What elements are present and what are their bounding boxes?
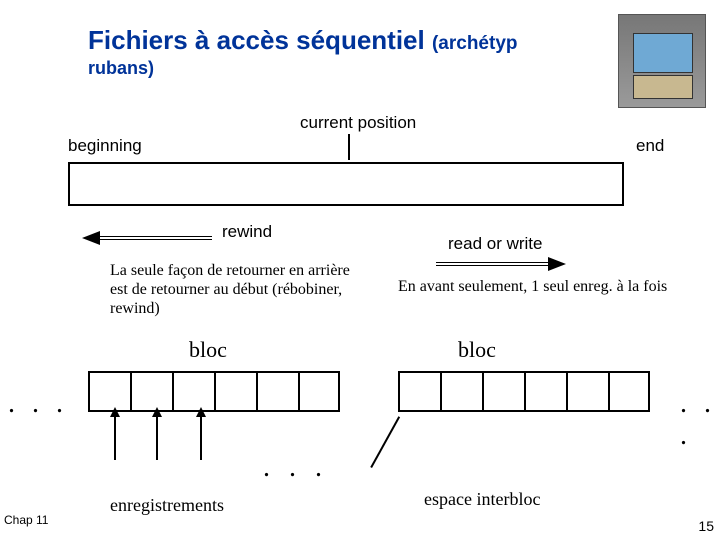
footer-chapter: Chap 11 — [4, 513, 48, 527]
ellipsis-left: . . . — [8, 388, 68, 420]
record-cell — [214, 371, 256, 412]
interblock-pointer — [370, 416, 400, 468]
record-arrow — [200, 416, 202, 460]
slide-subtitle: rubans) — [88, 58, 154, 79]
record-cell — [524, 371, 566, 412]
record-cell — [566, 371, 608, 412]
record-arrow — [156, 416, 158, 460]
rewind-arrow — [82, 231, 212, 245]
tape-rect — [68, 162, 624, 206]
block-left — [88, 371, 340, 412]
footer-page-number: 15 — [698, 518, 714, 534]
title-main: Fichiers à accès séquentiel — [88, 25, 432, 55]
record-cell — [130, 371, 172, 412]
ellipsis-right: . . . — [680, 388, 720, 452]
record-cell — [440, 371, 482, 412]
bloc-label-right: bloc — [458, 337, 496, 363]
label-espace-interbloc: espace interbloc — [424, 489, 540, 510]
label-end: end — [636, 136, 664, 156]
record-cell — [172, 371, 214, 412]
label-current-position: current position — [300, 113, 416, 133]
record-cell — [88, 371, 130, 412]
note-rewind: La seule façon de retourner en arrière e… — [110, 261, 360, 319]
current-position-tick — [348, 134, 350, 160]
bloc-label-left: bloc — [189, 337, 227, 363]
note-forward: En avant seulement, 1 seul enreg. à la f… — [398, 277, 698, 296]
slide-title: Fichiers à accès séquentiel (archétyp — [88, 25, 518, 56]
record-cell — [482, 371, 524, 412]
record-cell — [298, 371, 340, 412]
record-cell — [256, 371, 298, 412]
label-read-or-write: read or write — [448, 234, 542, 254]
tape-drive-photo — [618, 14, 706, 108]
record-arrow — [114, 416, 116, 460]
record-cell — [398, 371, 440, 412]
label-beginning: beginning — [68, 136, 142, 156]
title-sub: (archétyp — [432, 33, 518, 54]
read-write-arrow — [436, 257, 566, 271]
ellipsis-mid: . . . — [263, 452, 328, 484]
record-cell — [608, 371, 650, 412]
label-rewind: rewind — [222, 222, 272, 242]
label-enregistrements: enregistrements — [110, 495, 224, 516]
block-right — [398, 371, 650, 412]
